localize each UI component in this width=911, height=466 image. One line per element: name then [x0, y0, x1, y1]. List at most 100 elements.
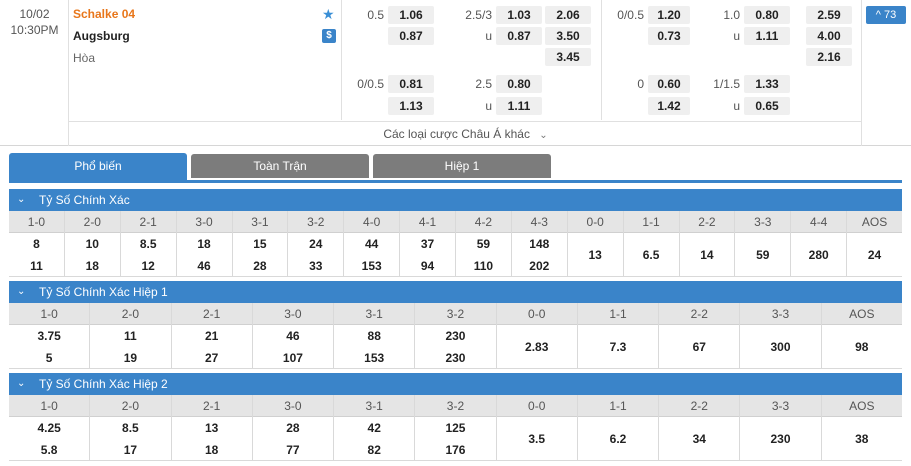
- more-asian-bets-link[interactable]: Các loại cược Châu Á khác ⌄: [69, 121, 862, 146]
- h1-ou-under-2[interactable]: 0.65: [744, 97, 790, 115]
- odds-value[interactable]: 300: [770, 339, 791, 354]
- odds-value[interactable]: 4.25: [37, 420, 61, 435]
- odds-value[interactable]: 77: [286, 442, 300, 457]
- odds-value[interactable]: 27: [204, 350, 219, 365]
- h1-hdp-home-2[interactable]: 0.60: [648, 75, 690, 93]
- home-team[interactable]: Schalke 04: [73, 7, 136, 21]
- odds-value[interactable]: 125: [445, 420, 466, 435]
- h1-ou-over-1[interactable]: 0.80: [744, 6, 790, 24]
- section-header[interactable]: ⌄ Tỷ Số Chính Xác Hiệp 2: [9, 373, 902, 395]
- odds-value[interactable]: 280: [808, 247, 829, 262]
- odds-value[interactable]: 107: [282, 350, 303, 365]
- odds-value[interactable]: 11: [124, 328, 137, 343]
- odds-value[interactable]: 202: [529, 258, 550, 273]
- odds-value[interactable]: 28: [253, 258, 267, 273]
- odds-value[interactable]: 15: [253, 236, 267, 251]
- odds-value[interactable]: 67: [692, 339, 706, 354]
- score-column: 3-2 24 33: [288, 211, 345, 277]
- odds-value[interactable]: 3.75: [37, 328, 61, 343]
- odds-value[interactable]: 24: [867, 247, 882, 262]
- odds-value[interactable]: 5.8: [40, 442, 58, 457]
- odds-value[interactable]: 33: [309, 258, 323, 273]
- h1-1x2-away[interactable]: 4.00: [806, 27, 852, 45]
- odds-value[interactable]: 3.5: [528, 431, 546, 446]
- odds-value[interactable]: 18: [85, 258, 99, 273]
- odds-value[interactable]: 12: [141, 258, 155, 273]
- ft-hdp-home-2[interactable]: 0.81: [388, 75, 434, 93]
- odds-value[interactable]: 59: [756, 247, 770, 262]
- odds-value[interactable]: 11: [30, 258, 43, 273]
- odds-value[interactable]: 34: [692, 431, 706, 446]
- odds-value[interactable]: 88: [367, 328, 381, 343]
- odds-value[interactable]: 18: [204, 442, 219, 457]
- odds-value[interactable]: 82: [367, 442, 381, 457]
- odds-value[interactable]: 14: [700, 247, 714, 262]
- odds-value[interactable]: 13: [588, 247, 602, 262]
- ft-ou-over-2[interactable]: 0.80: [496, 75, 542, 93]
- ft-ou-over-1[interactable]: 1.03: [496, 6, 542, 24]
- odds-value[interactable]: 153: [361, 258, 382, 273]
- h1-1x2-home[interactable]: 2.59: [806, 6, 852, 24]
- h1-ou-over-2[interactable]: 1.33: [744, 75, 790, 93]
- odds-value[interactable]: 21: [204, 328, 219, 343]
- odds-value[interactable]: 13: [204, 420, 219, 435]
- score-label: 3-2: [288, 211, 344, 233]
- odds-value[interactable]: 148: [529, 236, 550, 251]
- ft-ou-under-2[interactable]: 1.11: [496, 97, 542, 115]
- ft-hdp-home-1[interactable]: 1.06: [388, 6, 434, 24]
- star-icon[interactable]: ★: [322, 6, 335, 22]
- h1-hdp-home-1[interactable]: 1.20: [648, 6, 690, 24]
- more-markets-button[interactable]: ^ 73: [866, 6, 906, 24]
- odds-value[interactable]: 8.5: [122, 420, 139, 435]
- odds-value[interactable]: 37: [420, 236, 435, 251]
- odds-cell: 300: [740, 325, 821, 369]
- odds-value[interactable]: 2.83: [525, 339, 549, 354]
- h1-hdp-away-2[interactable]: 1.42: [648, 97, 690, 115]
- tab-full-time[interactable]: Toàn Trận: [191, 154, 369, 178]
- odds-value[interactable]: 176: [445, 442, 466, 457]
- section-header[interactable]: ⌄ Tỷ Số Chính Xác Hiệp 1: [9, 281, 902, 303]
- odds-value[interactable]: 10: [85, 236, 99, 251]
- odds-value[interactable]: 153: [364, 350, 385, 365]
- ft-1x2-home[interactable]: 2.06: [545, 6, 591, 24]
- odds-value[interactable]: 19: [123, 350, 138, 365]
- odds-value[interactable]: 7.3: [609, 339, 627, 354]
- h1-1x2-draw[interactable]: 2.16: [806, 48, 852, 66]
- odds-value[interactable]: 230: [445, 328, 466, 343]
- odds-value[interactable]: 110: [473, 258, 494, 273]
- odds-value[interactable]: 38: [855, 431, 869, 446]
- odds-value[interactable]: 94: [420, 258, 435, 273]
- odds-value[interactable]: 24: [309, 236, 323, 251]
- ft-1x2-away[interactable]: 3.50: [545, 27, 591, 45]
- away-team[interactable]: Augsburg: [73, 29, 130, 43]
- odds-value[interactable]: 17: [123, 442, 138, 457]
- odds-value[interactable]: 5: [45, 350, 53, 365]
- tab-popular[interactable]: Phổ biến: [9, 153, 187, 183]
- odds-value[interactable]: 230: [445, 350, 466, 365]
- ft-1x2-draw[interactable]: 3.45: [545, 48, 591, 66]
- odds-value[interactable]: 44: [365, 236, 379, 251]
- tab-first-half[interactable]: Hiệp 1: [373, 154, 551, 178]
- odds-value[interactable]: 98: [855, 339, 869, 354]
- odds-value[interactable]: 46: [197, 258, 211, 273]
- score-column: 1-1 6.5: [623, 211, 680, 277]
- dollar-icon[interactable]: $: [322, 29, 336, 43]
- odds-value[interactable]: 46: [286, 328, 300, 343]
- odds-value[interactable]: 42: [367, 420, 381, 435]
- odds-value[interactable]: 6.5: [642, 247, 660, 262]
- odds-value[interactable]: 6.2: [609, 431, 627, 446]
- score-column: 0-0 13: [567, 211, 624, 277]
- h1-ou-under-1[interactable]: 1.11: [744, 27, 790, 45]
- section-header[interactable]: ⌄ Tỷ Số Chính Xác: [9, 189, 902, 211]
- odds-value[interactable]: 28: [286, 420, 300, 435]
- odds-value[interactable]: 18: [197, 236, 211, 251]
- odds-value[interactable]: 8: [33, 236, 40, 251]
- ft-hdp-away-1[interactable]: 0.87: [388, 27, 434, 45]
- ft-ou-under-1[interactable]: 0.87: [496, 27, 542, 45]
- odds-value[interactable]: 230: [770, 431, 791, 446]
- ft-hdp-away-2[interactable]: 1.13: [388, 97, 434, 115]
- chevron-down-icon: ⌄: [17, 286, 26, 297]
- h1-hdp-away-1[interactable]: 0.73: [648, 27, 690, 45]
- odds-value[interactable]: 59: [476, 236, 491, 251]
- odds-value[interactable]: 8.5: [139, 236, 157, 251]
